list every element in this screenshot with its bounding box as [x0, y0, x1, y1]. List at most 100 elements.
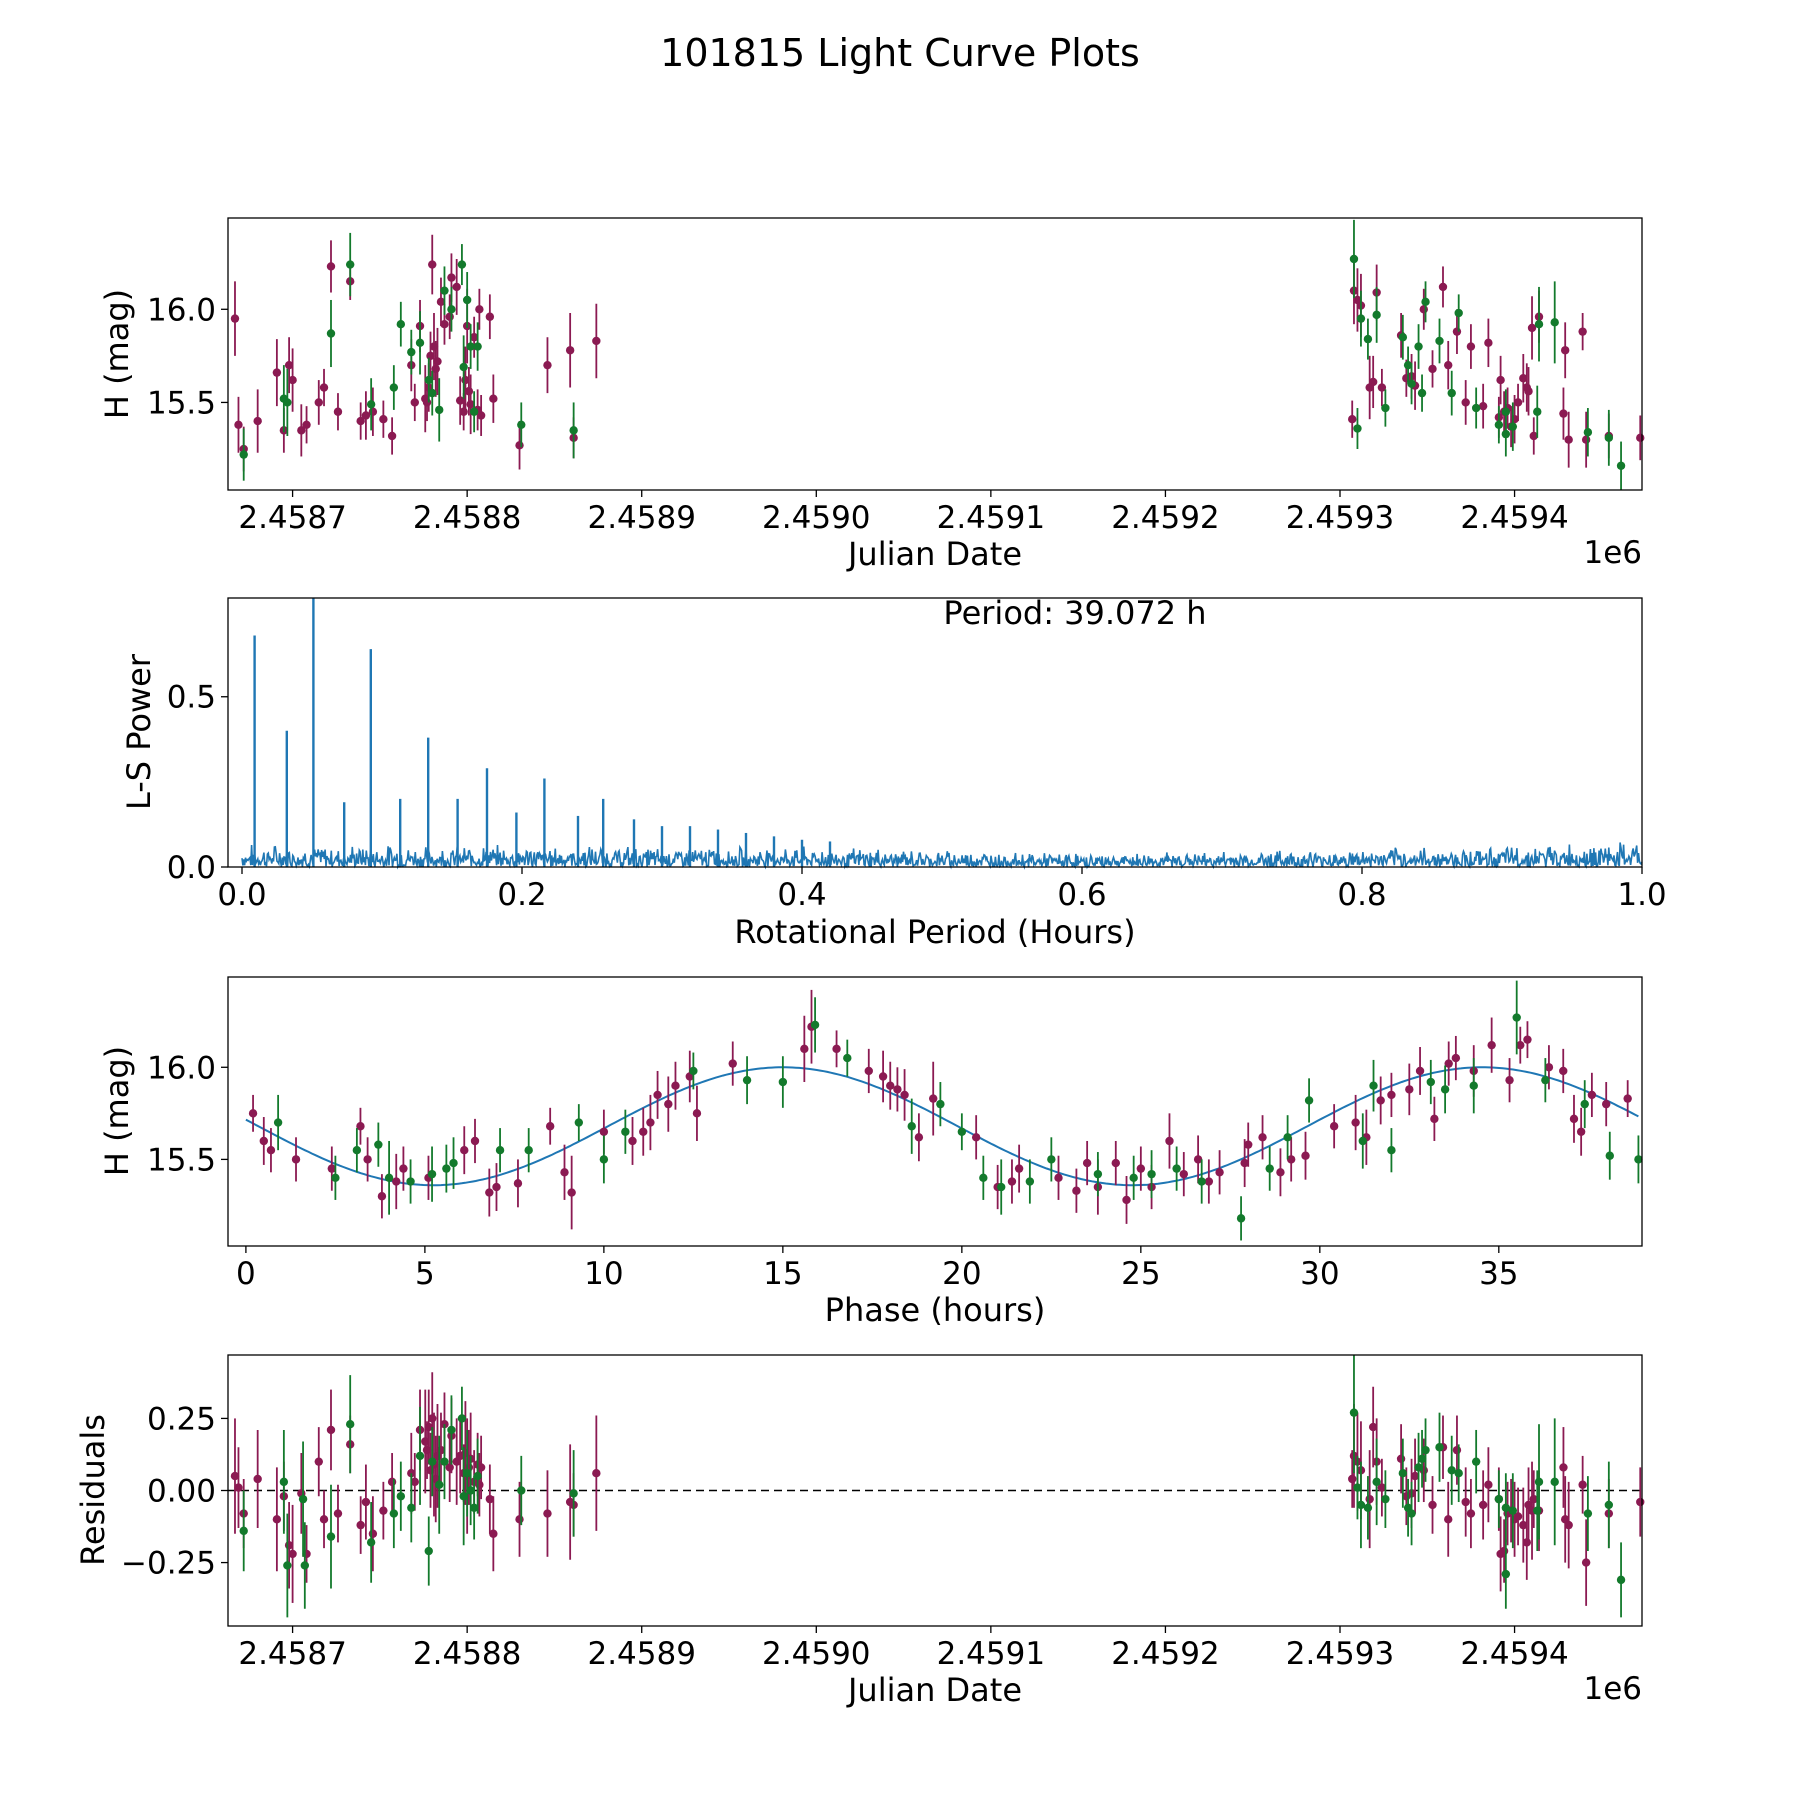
data-point [971, 1133, 981, 1142]
data-point [300, 1561, 310, 1570]
data-point [368, 407, 378, 416]
data-point [352, 1145, 362, 1155]
data-point [424, 375, 433, 385]
data-point [1444, 360, 1453, 370]
light-curve-x-offset: 1e6 [1583, 535, 1642, 571]
data-point [1398, 1469, 1408, 1478]
data-point [1544, 1063, 1554, 1072]
data-point [331, 1173, 340, 1183]
x-tick-label: 5 [415, 1256, 435, 1292]
periodogram-peaks [253, 598, 832, 867]
data-point [1512, 1013, 1521, 1022]
light-curve-frame [227, 217, 1643, 491]
data-point [560, 1168, 569, 1177]
data-point [406, 1177, 415, 1186]
data-point [1410, 1471, 1420, 1481]
data-point [524, 1145, 533, 1155]
data-point [1583, 1509, 1593, 1518]
data-point [1377, 383, 1387, 392]
data-point [1276, 1168, 1285, 1177]
data-point [1358, 1136, 1367, 1146]
data-point [288, 375, 297, 385]
x-tick-label: 2.4592 [1111, 1636, 1219, 1672]
data-point [469, 333, 479, 342]
data-point [810, 1020, 820, 1030]
data-point [410, 398, 419, 407]
data-point [447, 273, 456, 282]
data-point [319, 1515, 329, 1524]
data-point [368, 1529, 378, 1538]
data-point [1494, 1494, 1504, 1504]
data-point [1452, 327, 1462, 336]
data-point [447, 305, 456, 314]
data-point [1372, 1477, 1381, 1487]
data-point [1508, 1506, 1518, 1515]
data-point [1419, 305, 1428, 314]
data-point [326, 1425, 336, 1435]
panel-phase-folded: 0 5 10 15 20 25 30 35 16.0 15.5 Phase (hours) H (… [98, 976, 1643, 1329]
data-point [363, 1155, 372, 1164]
data-point [1623, 1094, 1632, 1103]
x-tick-label: 25 [1121, 1256, 1160, 1292]
panel-periodogram: 0.0 0.2 0.4 0.6 0.8 1.0 0.0 0.5 Period: 39.072 … [120, 594, 1667, 951]
periodogram-ylabel: L-S Power [120, 653, 158, 810]
data-point [914, 1133, 924, 1142]
data-point [1348, 1474, 1357, 1484]
data-point [1513, 398, 1523, 407]
data-point [1240, 1158, 1249, 1168]
data-point [1286, 1155, 1296, 1164]
data-point [800, 1044, 809, 1054]
data-point [1550, 1477, 1559, 1487]
data-point [470, 1136, 480, 1146]
phase-folded-ylabel: H (mag) [98, 1046, 136, 1176]
data-point [424, 1422, 433, 1432]
data-point [485, 1188, 494, 1197]
data-point [864, 1066, 873, 1076]
data-point [1179, 1169, 1188, 1179]
data-point [333, 407, 343, 416]
data-point [387, 1477, 397, 1487]
data-point [1136, 1164, 1146, 1173]
data-point [291, 1155, 301, 1164]
data-point [1396, 1454, 1406, 1463]
data-point [957, 1127, 967, 1136]
data-point [284, 360, 294, 370]
data-point [1564, 1520, 1573, 1530]
sinusoid-model-curve [245, 1066, 1639, 1187]
light-curve-ticks: 2.4587 2.4588 2.4589 2.4590 2.4591 2.4592 2.45… [147, 292, 1569, 536]
data-point [442, 1164, 451, 1173]
residuals-ylabel: Residuals [74, 1414, 112, 1566]
data-point [459, 1492, 468, 1501]
data-point [1244, 1140, 1253, 1149]
data-point [440, 286, 449, 295]
data-point [1560, 346, 1570, 355]
data-point [1569, 1114, 1579, 1124]
data-point [1236, 1214, 1246, 1223]
data-point [1454, 1469, 1463, 1478]
period-annotation: Period: 39.072 h [943, 594, 1206, 632]
data-point [445, 312, 454, 321]
data-point [1636, 433, 1645, 443]
data-point [435, 405, 444, 415]
data-point [1466, 342, 1476, 351]
y-tick-label: −0.25 [121, 1546, 216, 1582]
data-point [1616, 461, 1626, 470]
data-point [653, 1090, 662, 1100]
data-point [1519, 374, 1528, 383]
data-point [1122, 1195, 1131, 1205]
data-point [621, 1127, 630, 1136]
data-point [476, 411, 486, 420]
data-point [1417, 1454, 1427, 1463]
data-point [1398, 333, 1408, 342]
data-point [1583, 428, 1593, 437]
data-point [778, 1077, 788, 1087]
y-tick-label: 0.00 [147, 1474, 216, 1510]
data-point [495, 1145, 505, 1155]
data-point [599, 1155, 609, 1164]
data-point [1534, 1477, 1544, 1487]
data-point [1440, 1085, 1450, 1094]
y-tick-label: 15.5 [147, 1142, 216, 1178]
data-point [1564, 435, 1573, 444]
data-point [469, 1503, 479, 1512]
